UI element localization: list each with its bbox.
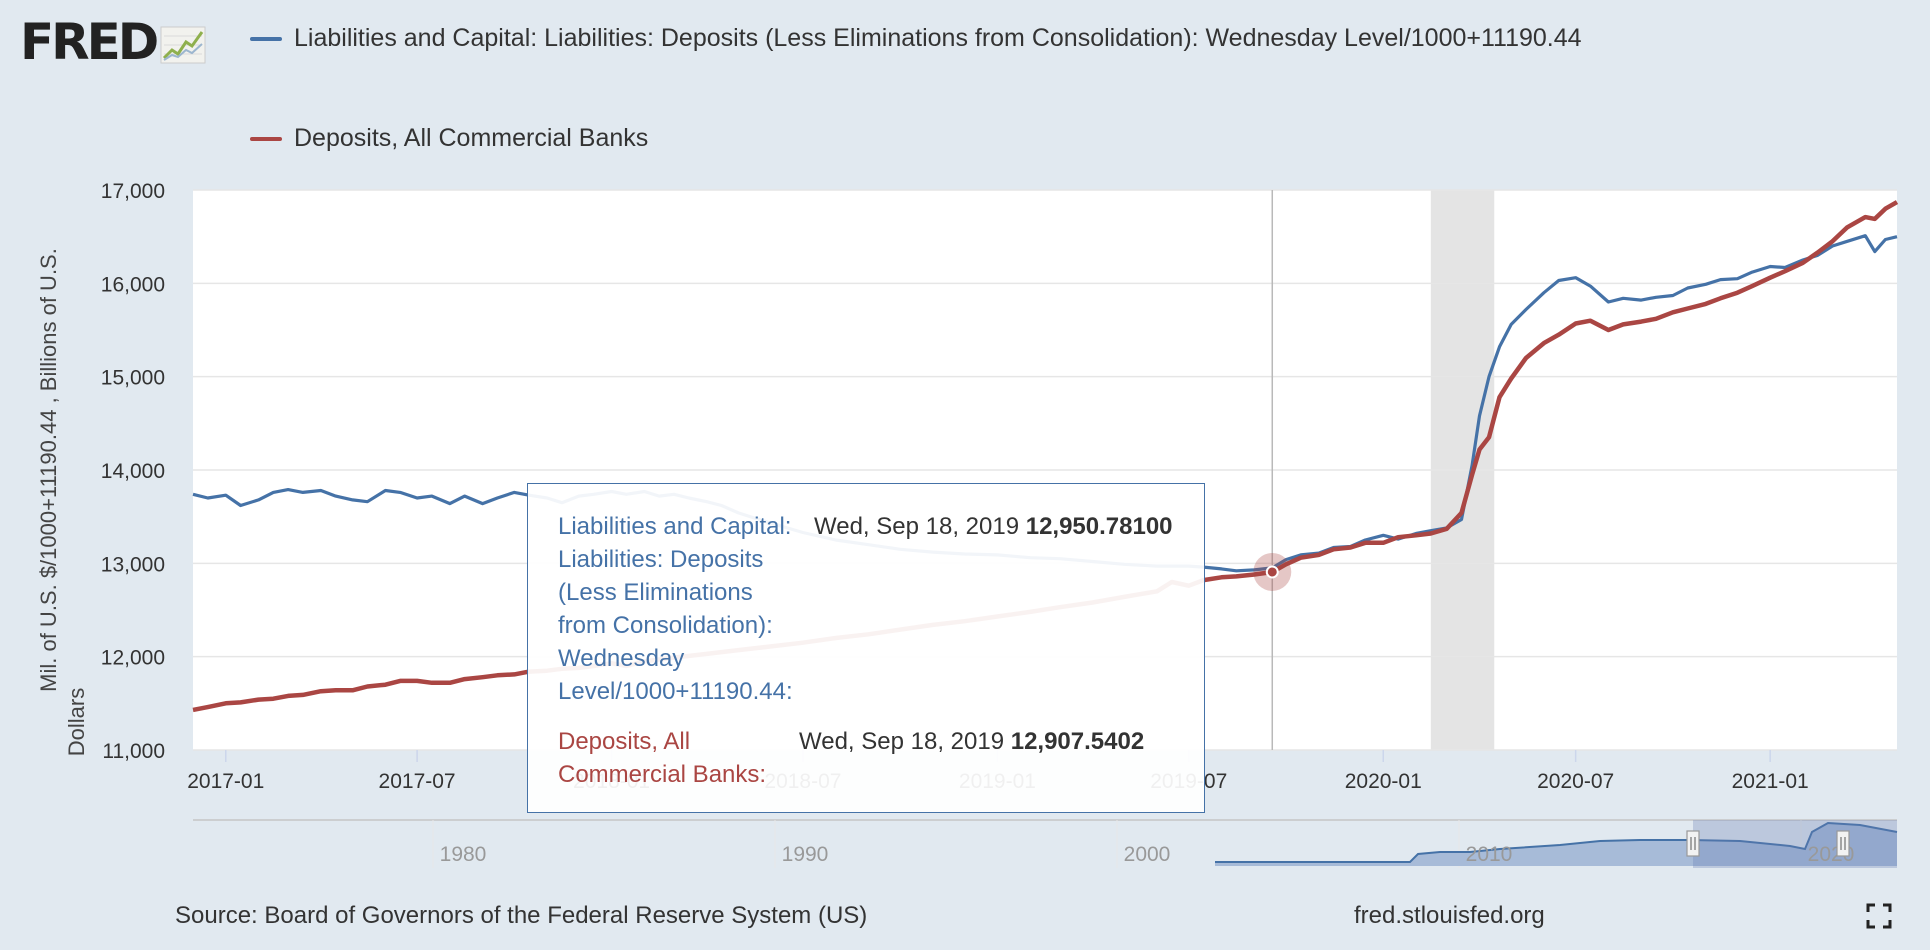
x-tick-label: 2020-07 bbox=[1537, 770, 1614, 793]
navigator-handle-body bbox=[1686, 830, 1700, 857]
tooltip-series2-value: 12,907.5402 bbox=[1010, 728, 1145, 755]
y-tick-label: 12,000 bbox=[101, 647, 165, 670]
legend-item-series-1[interactable]: Liabilities and Capital: Liabilities: De… bbox=[250, 24, 1582, 53]
navigator-handle-body bbox=[1836, 830, 1850, 857]
navigator-year-label: 2010 bbox=[1466, 843, 1513, 866]
legend-swatch-series-2 bbox=[250, 136, 282, 141]
navigator-year-label: 1990 bbox=[782, 843, 829, 866]
navigator-line bbox=[1215, 821, 1898, 863]
tooltip-series1-label-line: (Less Eliminations bbox=[558, 579, 753, 606]
y-axis-title-line: Mil. of U.S. $/1000+11190.44 , Billions … bbox=[36, 248, 61, 692]
legend-item-series-2[interactable]: Deposits, All Commercial Banks bbox=[250, 124, 648, 153]
x-tick-label: 2017-07 bbox=[379, 770, 456, 793]
y-axis-title: Mil. of U.S. $/1000+11190.44 , Billions … bbox=[36, 248, 89, 756]
x-tick-label: 2020-01 bbox=[1345, 770, 1422, 793]
fred-logo[interactable]: FRED bbox=[20, 12, 206, 72]
legend-label-series-2: Deposits, All Commercial Banks bbox=[294, 124, 649, 152]
fullscreen-icon[interactable] bbox=[1866, 903, 1892, 929]
tooltip-series1-label-line: Liabilities: Deposits bbox=[558, 546, 764, 573]
source-note: Source: Board of Governors of the Federa… bbox=[175, 902, 868, 929]
navigator-handle[interactable] bbox=[1686, 830, 1700, 857]
tooltip-series1-value: 12,950.78100 bbox=[1025, 513, 1173, 540]
legend-swatch-series-1 bbox=[250, 36, 282, 41]
tooltip-series2-date: Wed, Sep 18, 2019 bbox=[799, 728, 1005, 755]
tooltip-series1-value-row: Wed, Sep 18, 2019 12,950.78100 bbox=[814, 510, 1173, 543]
navigator-year-label: 2000 bbox=[1124, 843, 1171, 866]
site-link[interactable]: fred.stlouisfed.org bbox=[1354, 902, 1545, 929]
tooltip-series2-label-line: Deposits, All bbox=[558, 728, 691, 755]
y-tick-label: 11,000 bbox=[102, 740, 165, 763]
hover-marker bbox=[1265, 565, 1279, 579]
tooltip-series2-label: Deposits, All Commercial Banks: bbox=[558, 725, 766, 791]
y-tick-label: 14,000 bbox=[101, 460, 165, 483]
navigator-area bbox=[1215, 823, 1897, 866]
navigator-year-label: 1980 bbox=[440, 843, 487, 866]
y-tick-label: 17,000 bbox=[101, 180, 165, 203]
tooltip-series1-date: Wed, Sep 18, 2019 bbox=[814, 513, 1020, 540]
fred-line-chart-icon bbox=[160, 26, 206, 64]
y-tick-label: 16,000 bbox=[101, 273, 165, 296]
tooltip: Liabilities and Capital: Liabilities: De… bbox=[527, 483, 1205, 813]
tooltip-series1-label-line: Wednesday bbox=[558, 645, 685, 672]
tooltip-series2-label-line: Commercial Banks: bbox=[558, 761, 767, 788]
navigator-handle[interactable] bbox=[1836, 830, 1850, 857]
y-tick-label: 15,000 bbox=[101, 367, 165, 390]
tooltip-series1-label-line: from Consolidation): bbox=[558, 612, 773, 639]
fred-logo-text: FRED bbox=[20, 13, 159, 71]
tooltip-series1-label-line: Liabilities and Capital: bbox=[558, 513, 792, 540]
tooltip-series1-label-line: Level/1000+11190.44: bbox=[558, 678, 793, 705]
navigator-selection bbox=[1693, 820, 1897, 868]
tooltip-series1-label: Liabilities and Capital: Liabilities: De… bbox=[558, 510, 793, 708]
x-tick-label: 2021-01 bbox=[1732, 770, 1809, 793]
tooltip-series2-value-row: Wed, Sep 18, 2019 12,907.5402 bbox=[799, 725, 1144, 758]
legend-label-series-1: Liabilities and Capital: Liabilities: De… bbox=[294, 24, 1582, 52]
y-axis-title-line: Dollars bbox=[64, 688, 89, 756]
x-tick-label: 2017-01 bbox=[187, 770, 264, 793]
y-tick-label: 13,000 bbox=[101, 553, 165, 576]
